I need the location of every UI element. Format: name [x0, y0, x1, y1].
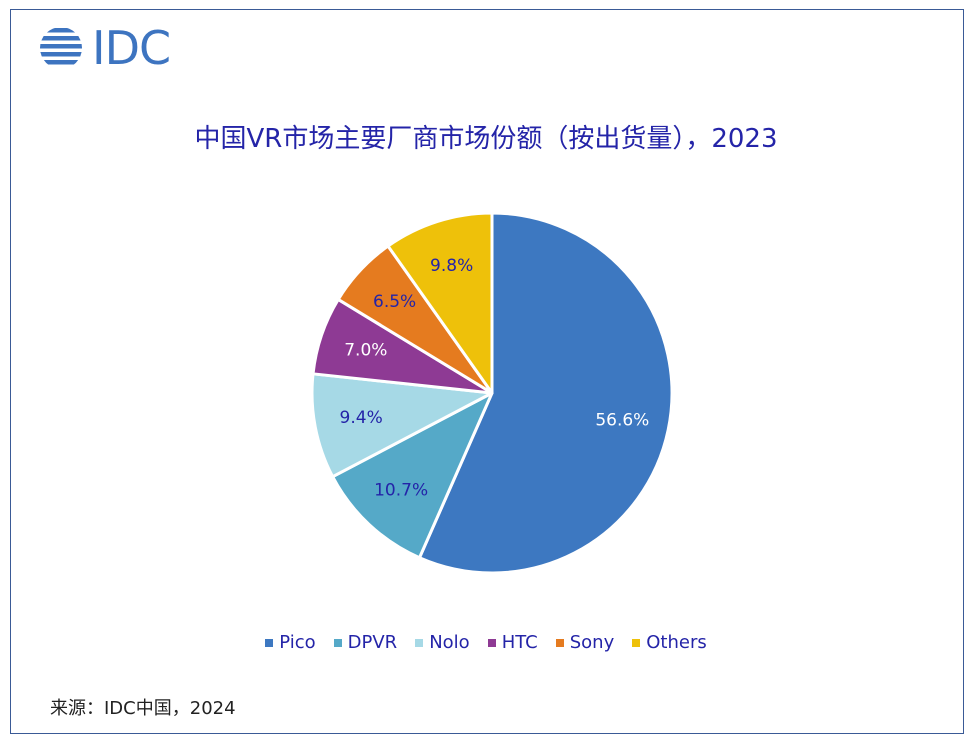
- legend-swatch: [415, 638, 424, 647]
- data-label-sony: 6.5%: [373, 292, 416, 312]
- legend-item-others: Others: [632, 632, 707, 653]
- legend-label: HTC: [501, 632, 538, 653]
- legend-item-pico: Pico: [265, 632, 316, 653]
- data-label-others: 9.8%: [430, 256, 473, 276]
- idc-logo: IDC: [38, 21, 171, 75]
- chart-legend: Pico DPVR Nolo HTC Sony Others: [0, 632, 972, 653]
- legend-item-htc: HTC: [487, 632, 538, 653]
- pie-slice-others: [386, 211, 494, 395]
- legend-label: DPVR: [347, 632, 398, 653]
- pie-slice-pico: [417, 211, 674, 575]
- legend-label: Pico: [279, 632, 316, 653]
- chart-frame: [10, 9, 964, 734]
- chart-title: 中国VR市场主要厂商市场份额（按出货量），2023: [194, 124, 778, 154]
- legend-label: Others: [646, 632, 707, 653]
- pie-slice-dpvr: [331, 391, 494, 560]
- legend-label: Sony: [569, 632, 615, 653]
- source-note: 来源：IDC中国，2024: [50, 698, 236, 719]
- logo-text: IDC: [92, 21, 171, 75]
- data-label-dpvr: 10.7%: [374, 480, 428, 500]
- legend-swatch: [265, 638, 274, 647]
- legend-item-nolo: Nolo: [415, 632, 470, 653]
- legend-swatch: [632, 638, 641, 647]
- legend-item-dpvr: DPVR: [333, 632, 398, 653]
- data-label-htc: 7.0%: [344, 340, 387, 360]
- legend-swatch: [555, 638, 564, 647]
- pie-slice-nolo: [310, 372, 494, 479]
- legend-swatch: [333, 638, 342, 647]
- legend-item-sony: Sony: [555, 632, 615, 653]
- data-label-nolo: 9.4%: [340, 408, 383, 428]
- legend-swatch: [487, 638, 496, 647]
- globe-icon: [40, 28, 82, 65]
- data-label-pico: 56.6%: [595, 410, 649, 430]
- legend-label: Nolo: [429, 632, 470, 653]
